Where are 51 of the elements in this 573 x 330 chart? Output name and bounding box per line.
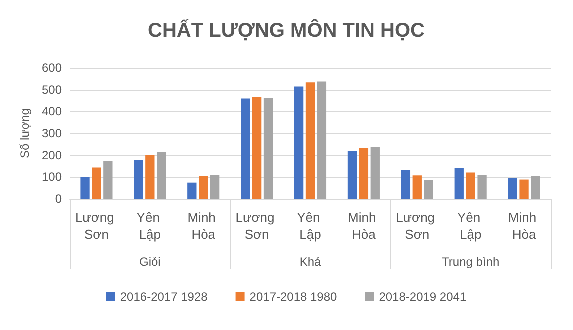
bar (264, 98, 274, 199)
x-tick-label: Minh Hòa (188, 210, 220, 242)
legend-label: 2016-2017 1928 (120, 290, 208, 304)
bar (157, 152, 166, 199)
bar (531, 176, 540, 199)
bar (412, 176, 422, 199)
text: Trung bình (442, 255, 500, 269)
bar (370, 147, 380, 199)
bar (241, 98, 250, 199)
bar (146, 155, 155, 199)
legend-label: 2017-2018 1980 (250, 290, 338, 304)
y-tick-label: 400 (42, 104, 62, 119)
bar (92, 168, 102, 199)
bar (104, 161, 113, 199)
bar (454, 168, 464, 199)
y-tick-label: 500 (42, 82, 62, 97)
x-tick-label: Yên Lập (136, 210, 164, 242)
y-tick-label: 100 (42, 170, 62, 184)
bar (188, 182, 197, 199)
x-tick-label: Lương Sơn (236, 210, 278, 242)
text: Khá (300, 255, 322, 269)
bar (466, 172, 476, 199)
x-tick-label: Lương Sơn (396, 210, 439, 242)
y-axis-title: Số lượng (18, 108, 32, 158)
bar (294, 86, 304, 199)
x-tick-label: Lương Sơn (75, 210, 118, 242)
y-tick-label: 0 (55, 192, 62, 206)
bar (478, 175, 487, 199)
legend-label: 2018-2019 2041 (379, 290, 467, 304)
x-tick-label: Minh Hòa (348, 210, 380, 242)
bar (508, 178, 518, 199)
x-tick-label: Yên Lập (457, 210, 484, 242)
x-tick-label: Yên Lập (297, 210, 324, 242)
bar (134, 160, 144, 199)
bar (348, 151, 358, 199)
bar (199, 176, 208, 199)
bar (317, 82, 327, 199)
bar (210, 175, 220, 199)
y-tick-label: 600 (42, 61, 62, 75)
bar (520, 180, 529, 199)
bar (359, 148, 369, 199)
x-tick-label: Minh Hòa (508, 210, 540, 242)
bar (401, 170, 411, 199)
bar (80, 177, 90, 199)
y-tick-label: 300 (42, 126, 62, 140)
y-tick-label: 200 (42, 148, 62, 162)
bar (306, 82, 316, 199)
chart-title: CHẤT LƯỢNG MÔN TIN HỌC (148, 19, 425, 42)
bar (424, 180, 434, 199)
bar (252, 97, 262, 199)
text: Giỏi (139, 255, 161, 269)
